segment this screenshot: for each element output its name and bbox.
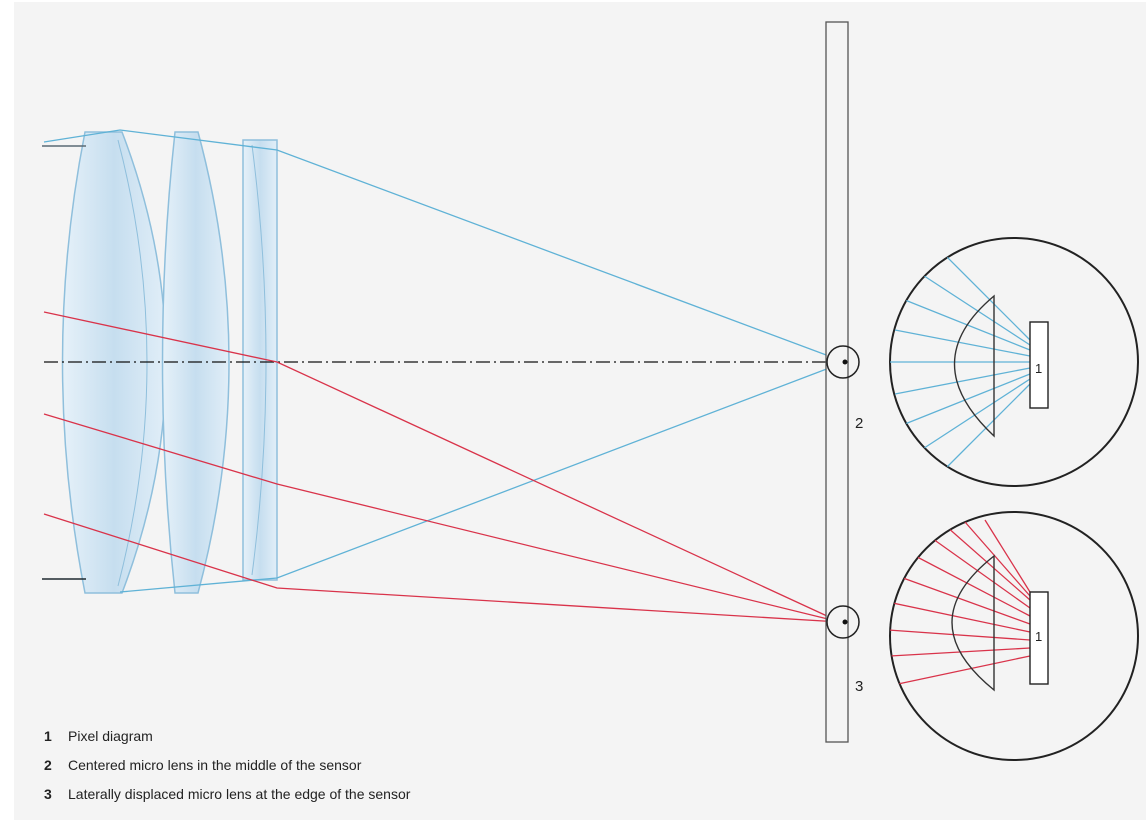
lens-element-3-inner-curve [251, 144, 267, 576]
axial-ray-top [43, 129, 846, 363]
oblique-rays [43, 311, 842, 627]
detail-displaced-micro-lens: 1 [889, 511, 1139, 761]
micro-lens-center-dot [842, 359, 848, 365]
detail-bottom-microlens [951, 554, 995, 692]
callout-label-2: 2 [855, 415, 863, 432]
legend-number-1: 1 [44, 728, 52, 744]
oblique-ray-3 [43, 513, 842, 627]
detail-bottom-pixel-label: 1 [1035, 629, 1042, 644]
legend-text-2: Centered micro lens in the middle of the… [68, 757, 362, 773]
detail-top-pixel [1029, 321, 1049, 409]
oblique-ray-2 [43, 413, 842, 625]
legend: 1 Pixel diagram 2 Centered micro lens in… [44, 728, 411, 802]
sensor-plane [825, 21, 849, 743]
axial-rays [43, 129, 846, 593]
legend-number-3: 3 [44, 786, 52, 802]
detail-bottom-circle [889, 511, 1139, 761]
detail-top-microlens [953, 294, 995, 438]
axial-ray-bottom [119, 361, 846, 593]
micro-lens-center-marker [826, 345, 860, 379]
micro-lens-edge-dot [842, 619, 848, 625]
lens-element-3 [242, 139, 278, 581]
detail-bottom-pixel [1029, 591, 1049, 685]
lens-element-1 [61, 131, 167, 594]
detail-top-pixel-label: 1 [1035, 361, 1042, 376]
oblique-ray-1 [43, 311, 842, 623]
callout-label-3: 3 [855, 678, 863, 695]
legend-number-2: 2 [44, 757, 52, 773]
legend-text-1: Pixel diagram [68, 728, 153, 744]
legend-text-3: Laterally displaced micro lens at the ed… [68, 786, 411, 802]
micro-lens-edge-marker [826, 605, 860, 639]
detail-centered-micro-lens: 1 [889, 237, 1139, 487]
